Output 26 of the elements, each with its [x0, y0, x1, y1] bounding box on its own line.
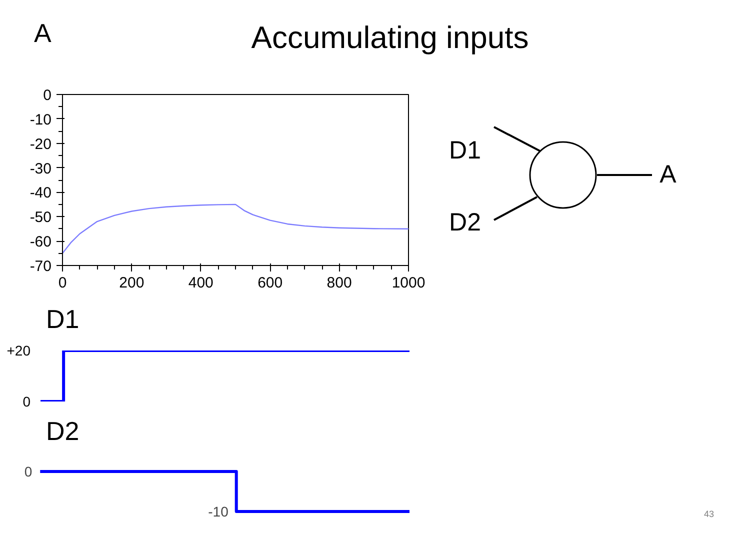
- y-axis-title: D2: [46, 416, 80, 446]
- y-tick-label: -50: [30, 209, 52, 226]
- text: 43: [704, 508, 714, 521]
- y-tick-label: -60: [30, 234, 52, 251]
- y-tick-label: -10: [30, 111, 52, 128]
- y-tick-label: 0: [43, 87, 52, 104]
- y-tick-label: +20: [6, 342, 31, 358]
- y-tick-label: -40: [30, 184, 52, 202]
- x-tick-label: 1000: [392, 274, 426, 292]
- x-tick-label: 600: [258, 274, 283, 292]
- y-axis-title: D1: [46, 304, 80, 334]
- annotation: -10: [208, 504, 229, 520]
- y-tick-label: -20: [30, 136, 52, 153]
- x-tick-label: 0: [58, 274, 67, 292]
- y-tick-label: 0: [22, 394, 31, 410]
- x-tick-label: 800: [326, 274, 352, 292]
- text: D1: [449, 136, 481, 165]
- line-series: [62, 204, 408, 254]
- y-axis-title: A: [34, 18, 52, 48]
- y-tick-label: -70: [30, 258, 52, 275]
- x-tick-label: 200: [119, 274, 144, 292]
- text: A: [660, 160, 677, 189]
- x-tick-label: 400: [188, 274, 214, 292]
- y-tick-label: -30: [30, 160, 52, 178]
- text: D2: [449, 208, 481, 237]
- chart-title: Accumulating inputs: [251, 20, 529, 55]
